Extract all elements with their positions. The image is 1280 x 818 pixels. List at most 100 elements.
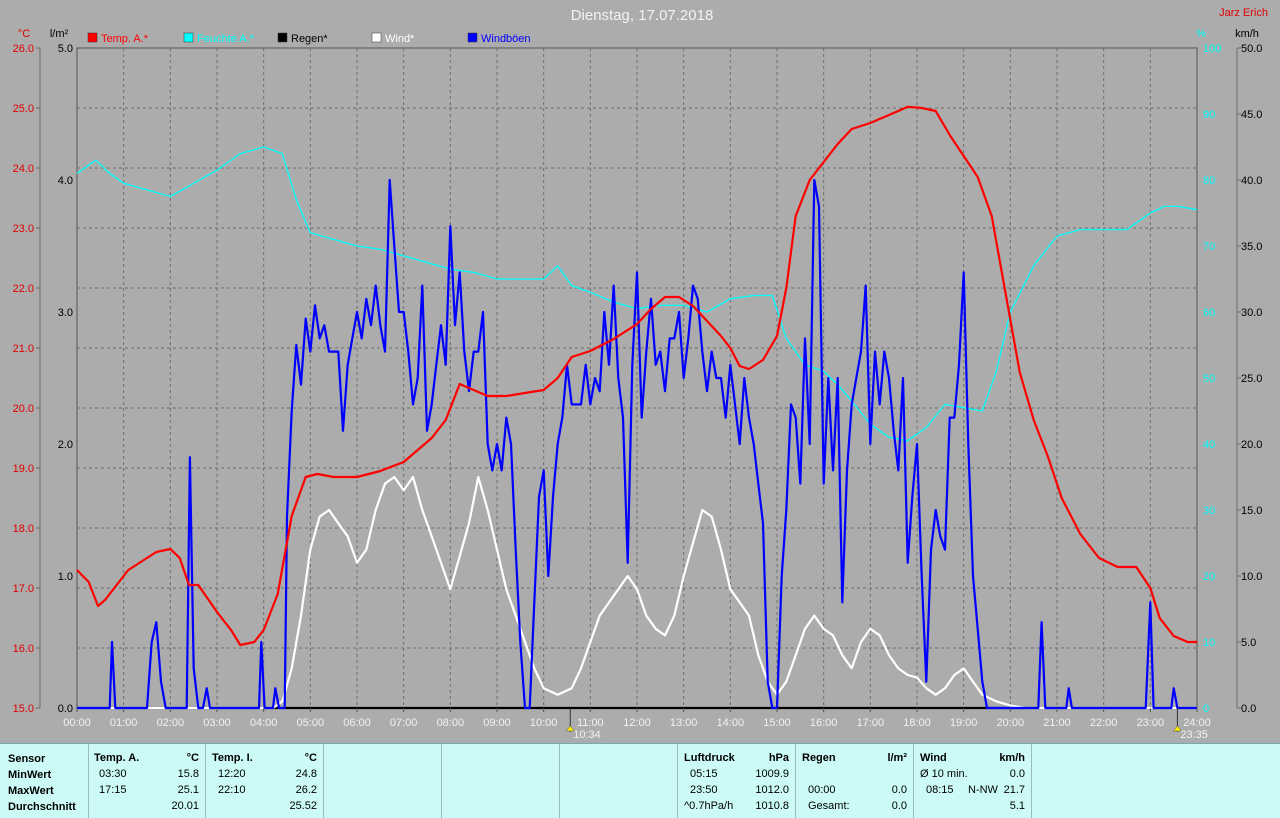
time-marker-icon: [1172, 725, 1182, 732]
chart-title: Dienstag, 17.07.2018: [571, 7, 714, 24]
time-tick-label: 04:00: [250, 717, 278, 729]
legend-swatch: [87, 32, 98, 43]
time-tick-label: 15:00: [763, 717, 791, 729]
wind-max-direction: N-NW: [968, 784, 998, 796]
temp-tick-label: 17.0: [13, 583, 34, 595]
humidity-tick-label: 10: [1203, 637, 1215, 649]
wind-tick-label: 15.0: [1241, 505, 1262, 517]
wind-tick-label: 45.0: [1241, 109, 1262, 121]
time-tick-label: 01:00: [110, 717, 138, 729]
time-tick-label: 13:00: [670, 717, 698, 729]
sensor-header: Sensor: [8, 753, 46, 765]
time-tick-label: 20:00: [997, 717, 1025, 729]
time-tick-label: 18:00: [903, 717, 931, 729]
time-tick-label: 17:00: [857, 717, 885, 729]
legend-label: Wind*: [385, 33, 415, 45]
stats-wind-column: Wind km/h Ø 10 min. 0.0 08:15 N-NW 21.7 …: [914, 744, 1032, 818]
time-marker-label: 23:35: [1180, 729, 1208, 741]
temp-tick-label: 24.0: [13, 163, 34, 175]
pressure-trend: ^0.7hPa/h: [684, 800, 734, 812]
rain-unit: l/m²: [887, 752, 907, 764]
time-tick-label: 03:00: [203, 717, 231, 729]
time-tick-label: 19:00: [950, 717, 978, 729]
legend-swatch: [371, 32, 382, 43]
time-tick-label: 24:00: [1183, 717, 1211, 729]
temp-a-avg: 20.01: [171, 800, 199, 812]
humidity-tick-label: 60: [1203, 307, 1215, 319]
series-feuchtea: [76, 146, 1198, 442]
time-tick-label: 23:00: [1137, 717, 1165, 729]
time-tick-label: 21:00: [1043, 717, 1071, 729]
temp-i-avg: 25.52: [289, 800, 317, 812]
wind-tick-label: 0.0: [1241, 703, 1256, 715]
legend-label: Temp. A.*: [101, 33, 149, 45]
series-tempa: [76, 105, 1197, 647]
legend-label: Feuchte A.*: [197, 33, 255, 45]
temp-tick-label: 23.0: [13, 223, 34, 235]
rain-unit: l/m²: [50, 28, 69, 40]
humidity-tick-label: 0: [1203, 703, 1209, 715]
rain-total-label: Gesamt:: [808, 800, 850, 812]
temp-a-unit: °C: [186, 752, 199, 764]
time-tick-label: 10:00: [530, 717, 558, 729]
humidity-tick-label: 100: [1203, 43, 1221, 55]
rain-tick-label: 5.0: [58, 43, 73, 55]
time-tick-label: 14:00: [717, 717, 745, 729]
weather-chart: 26.0 25.0 24.0 23.0 22.0 21.0 20.0 19.0 18.0 17.0…: [12, 7, 1268, 741]
time-tick-label: 08:00: [437, 717, 465, 729]
wind-tick-label: 20.0: [1241, 439, 1262, 451]
legend-label: Regen*: [291, 33, 328, 45]
series-wind: [77, 475, 1197, 710]
wind-unit: km/h: [1235, 28, 1259, 40]
time-tick-label: 02:00: [157, 717, 185, 729]
rain-max-time: 00:00: [808, 784, 836, 796]
rain-tick-label: 3.0: [58, 307, 73, 319]
time-tick-label: 07:00: [390, 717, 418, 729]
rain-tick-label: 0.0: [58, 703, 73, 715]
stats-temp-i-column: Temp. I. °C 12:20 24.8 22:10 26.2 25.52: [206, 744, 324, 818]
temp-tick-label: 22.0: [13, 283, 34, 295]
temp-unit: °C: [18, 28, 30, 40]
stats-sensor-column: Sensor MinWert MaxWert Durchschnitt: [0, 744, 89, 818]
stats-empty-column-1: [324, 744, 442, 818]
grid: [77, 48, 1197, 708]
temp-i-min-time: 12:20: [218, 768, 246, 780]
temp-tick-label: 15.0: [13, 703, 34, 715]
time-tick-label: 22:00: [1090, 717, 1118, 729]
temp-a-min-value: 15.8: [177, 768, 199, 780]
legend-swatch: [467, 32, 478, 43]
wind-tick-label: 35.0: [1241, 241, 1262, 253]
temp-tick-label: 19.0: [13, 463, 34, 475]
wind-min-value: 0.0: [1009, 768, 1025, 780]
pressure-avg: 1010.8: [755, 800, 789, 812]
wind-avg10-label: Ø 10 min.: [920, 768, 968, 780]
series-windben: [77, 178, 1197, 710]
legend-swatch: [183, 32, 194, 43]
wind-tick-label: 40.0: [1241, 175, 1262, 187]
humidity-tick-label: 80: [1203, 175, 1215, 187]
temp-tick-label: 18.0: [13, 523, 34, 535]
wind-header: Wind: [920, 752, 947, 764]
pressure-header: Luftdruck: [684, 752, 735, 764]
rain-header: Regen: [802, 752, 836, 764]
legend: Temp. A.* Feuchte A.* Regen* Wind* Windböen: [87, 32, 531, 45]
humidity-tick-label: 40: [1203, 439, 1215, 451]
time-marker-label: 10:34: [573, 729, 601, 741]
pressure-min-value: 1009.9: [755, 768, 789, 780]
wind-max-time: 08:15: [926, 784, 954, 796]
time-tick-label: 05:00: [297, 717, 325, 729]
axes: 26.0 25.0 24.0 23.0 22.0 21.0 20.0 19.0 18.0 17.0…: [13, 43, 1263, 741]
stats-temp-a-column: Temp. A. °C 03:30 15.8 17:15 25.1 20.01: [89, 744, 206, 818]
temp-a-max-time: 17:15: [99, 784, 127, 796]
pressure-max-value: 1012.0: [755, 784, 789, 796]
rain-tick-label: 2.0: [58, 439, 73, 451]
temp-tick-label: 21.0: [13, 343, 34, 355]
pressure-min-time: 05:15: [690, 768, 718, 780]
rain-tick-label: 1.0: [58, 571, 73, 583]
stats-pressure-column: Luftdruck hPa 05:15 1009.9 23:50 1012.0 …: [678, 744, 796, 818]
temp-tick-label: 25.0: [13, 103, 34, 115]
rain-total: 0.0: [891, 800, 907, 812]
wind-tick-label: 25.0: [1241, 373, 1262, 385]
temp-a-header: Temp. A.: [94, 752, 140, 764]
humidity-tick-label: 70: [1203, 241, 1215, 253]
